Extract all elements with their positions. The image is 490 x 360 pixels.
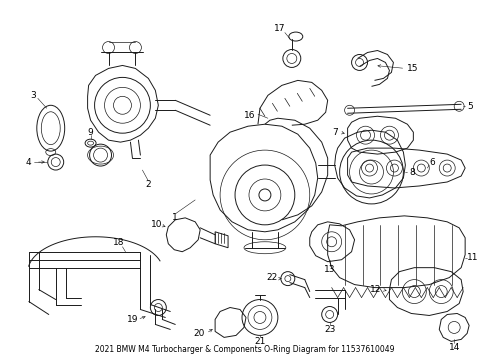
Text: 21: 21: [254, 337, 266, 346]
Text: 18: 18: [113, 238, 124, 247]
Text: 11: 11: [467, 253, 479, 262]
Text: 22: 22: [267, 273, 278, 282]
Text: 6: 6: [429, 158, 435, 167]
Text: 10: 10: [151, 220, 162, 229]
Text: 23: 23: [324, 325, 335, 334]
Text: 2: 2: [146, 180, 151, 189]
Text: 4: 4: [26, 158, 32, 167]
Text: 14: 14: [448, 343, 460, 352]
Text: 16: 16: [244, 111, 256, 120]
Text: 13: 13: [324, 265, 336, 274]
Text: 3: 3: [30, 91, 36, 100]
Text: 20: 20: [194, 329, 205, 338]
Text: 9: 9: [88, 128, 94, 137]
Text: 5: 5: [467, 102, 473, 111]
Text: 17: 17: [274, 24, 286, 33]
Text: 1: 1: [172, 213, 178, 222]
Text: 12: 12: [370, 285, 382, 294]
Text: 8: 8: [409, 167, 415, 176]
Text: 7: 7: [332, 128, 338, 137]
Text: 19: 19: [127, 315, 138, 324]
Text: 2021 BMW M4 Turbocharger & Components O-Ring Diagram for 11537610049: 2021 BMW M4 Turbocharger & Components O-…: [95, 345, 395, 354]
Text: 15: 15: [407, 64, 419, 73]
